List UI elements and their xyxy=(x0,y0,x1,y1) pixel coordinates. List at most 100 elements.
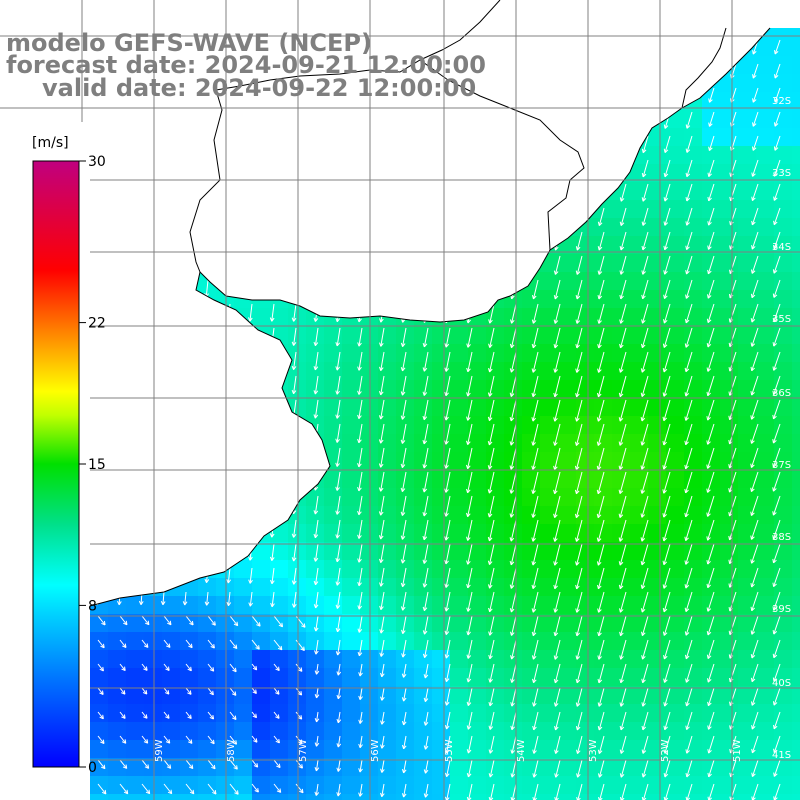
wind-arrow xyxy=(273,783,282,793)
wind-arrow xyxy=(772,567,781,588)
wind-cell xyxy=(324,668,343,687)
wind-arrow xyxy=(751,159,759,177)
wind-arrow xyxy=(619,735,627,754)
wind-cell xyxy=(666,416,685,435)
wind-arrow xyxy=(248,591,254,607)
wind-cell xyxy=(108,596,127,615)
wind-arrow xyxy=(684,303,693,324)
wind-cell xyxy=(342,506,361,525)
wind-cell xyxy=(558,794,577,800)
wind-cell xyxy=(576,722,595,741)
wind-arrow xyxy=(531,471,539,494)
wind-arrow xyxy=(574,495,583,519)
wind-cell xyxy=(594,758,613,777)
wind-cell xyxy=(612,776,631,795)
wind-arrow xyxy=(295,759,303,769)
wind-arrow xyxy=(119,735,127,744)
wind-cell xyxy=(576,794,595,800)
wind-arrow xyxy=(597,615,605,637)
wind-cell xyxy=(738,74,757,93)
wind-cell xyxy=(324,632,343,651)
wind-arrow xyxy=(422,351,429,372)
wind-arrow xyxy=(226,567,232,584)
wind-arrow xyxy=(531,423,539,446)
wind-cell xyxy=(774,668,793,687)
wind-arrow xyxy=(706,471,715,493)
wind-arrow xyxy=(554,759,561,778)
wind-cell xyxy=(522,506,541,525)
wind-arrow xyxy=(423,711,429,726)
wind-arrow xyxy=(772,255,781,274)
wind-cell xyxy=(216,722,235,741)
wind-cell xyxy=(522,470,541,489)
wind-cell xyxy=(396,470,415,489)
wind-cell xyxy=(450,344,469,363)
wind-arrow xyxy=(141,615,150,626)
wind-cell xyxy=(468,398,487,417)
wind-arrow xyxy=(509,519,517,542)
wind-cell xyxy=(684,578,703,597)
wind-cell xyxy=(468,758,487,777)
wind-arrow xyxy=(751,231,759,250)
wind-cell xyxy=(198,686,217,705)
wind-cell xyxy=(720,542,739,561)
wind-arrow xyxy=(618,567,627,590)
wind-cell xyxy=(144,758,163,777)
wind-arrow xyxy=(357,327,363,347)
wind-arrow xyxy=(531,663,539,684)
wind-cell xyxy=(306,488,325,507)
wind-arrow xyxy=(335,351,341,371)
wind-cell xyxy=(756,236,775,255)
wind-cell xyxy=(756,686,775,705)
wind-cell xyxy=(144,632,163,651)
wind-cell xyxy=(360,650,379,669)
wind-cell xyxy=(378,614,397,633)
wind-cell xyxy=(360,722,379,741)
wind-arrow xyxy=(380,687,385,701)
wind-cell xyxy=(792,56,800,75)
wind-arrow xyxy=(466,615,473,636)
wind-cell xyxy=(576,290,595,309)
wind-cell xyxy=(180,614,199,633)
colorbar xyxy=(32,160,80,768)
wind-arrow xyxy=(684,447,693,470)
wind-cell xyxy=(612,488,631,507)
wind-cell xyxy=(180,596,199,615)
wind-cell xyxy=(720,182,739,201)
wind-cell xyxy=(468,362,487,381)
wind-arrow xyxy=(336,783,341,797)
wind-arrow xyxy=(357,375,363,395)
wind-cell xyxy=(576,578,595,597)
wind-cell xyxy=(360,398,379,417)
wind-cell xyxy=(522,722,541,741)
wind-cell xyxy=(756,704,775,723)
wind-cell xyxy=(576,776,595,795)
wind-cell xyxy=(396,380,415,399)
wind-cell xyxy=(648,254,667,273)
wind-arrow xyxy=(401,663,407,678)
wind-cell xyxy=(702,128,721,147)
wind-cell xyxy=(576,596,595,615)
wind-arrow xyxy=(488,303,495,324)
wind-cell xyxy=(720,668,739,687)
wind-cell xyxy=(450,560,469,579)
wind-cell xyxy=(486,794,505,800)
wind-cell xyxy=(342,632,361,651)
wind-cell xyxy=(360,416,379,435)
wind-cell xyxy=(342,398,361,417)
wind-cell xyxy=(522,290,541,309)
wind-cell xyxy=(702,452,721,471)
wind-cell xyxy=(342,740,361,759)
wind-cell xyxy=(558,452,577,471)
wind-arrow xyxy=(662,543,671,566)
wind-cell xyxy=(774,776,793,795)
wind-cell xyxy=(342,614,361,633)
wind-cell xyxy=(504,632,523,651)
wind-cell xyxy=(648,128,667,147)
longitude-label: 54W xyxy=(516,739,527,762)
wind-arrow xyxy=(706,327,715,348)
wind-arrow xyxy=(97,663,104,672)
wind-cell xyxy=(738,488,757,507)
